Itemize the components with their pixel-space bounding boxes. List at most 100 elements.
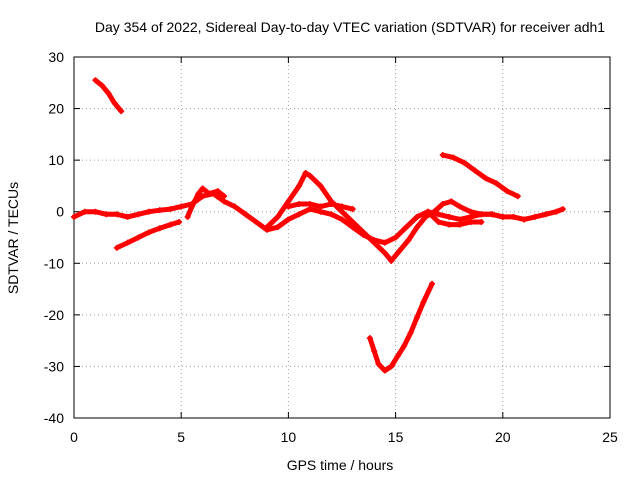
data-point — [274, 224, 281, 231]
series-4 — [263, 170, 395, 264]
data-point — [339, 203, 345, 210]
data-point — [360, 229, 367, 236]
series-9 — [366, 280, 436, 374]
data-point — [285, 203, 292, 210]
series-8 — [439, 151, 521, 200]
data-point — [467, 213, 474, 220]
x-tick-label: 0 — [70, 429, 78, 445]
data-point — [392, 234, 399, 241]
x-tick-label: 5 — [177, 429, 185, 445]
data-point — [253, 219, 260, 226]
series-line — [388, 198, 506, 264]
y-tick-label: 30 — [48, 49, 64, 65]
data-point — [296, 200, 303, 207]
y-tick-label: -40 — [44, 410, 64, 426]
series-0 — [71, 190, 566, 246]
data-point — [448, 198, 455, 205]
data-point — [118, 108, 125, 115]
data-point — [167, 206, 174, 213]
chart-title: Day 354 of 2022, Sidereal Day-to-day VTE… — [95, 19, 605, 35]
y-tick-label: 10 — [48, 152, 64, 168]
series-1 — [92, 77, 125, 115]
data-point — [388, 363, 395, 370]
grid — [74, 57, 610, 418]
data-point — [446, 213, 453, 220]
data-point — [461, 159, 468, 166]
data-point — [199, 185, 206, 192]
data-point — [349, 219, 356, 226]
data-point — [306, 206, 313, 213]
data-point — [388, 257, 395, 264]
y-tick-label: 0 — [56, 204, 64, 220]
data-point — [306, 200, 313, 207]
data-point — [242, 211, 249, 218]
data-point — [446, 221, 453, 228]
data-point — [98, 82, 105, 89]
data-point — [422, 213, 429, 220]
data-point — [456, 216, 463, 223]
data-point — [510, 213, 517, 220]
data-point — [478, 211, 485, 218]
x-axis-label: GPS time / hours — [287, 457, 394, 473]
data-point — [146, 229, 153, 236]
data-point — [195, 190, 202, 197]
data-point — [156, 207, 163, 214]
y-tick-label: 20 — [48, 101, 64, 117]
data-point — [176, 219, 183, 226]
data-point — [306, 172, 313, 179]
series-line — [440, 152, 521, 199]
data-point — [317, 203, 324, 210]
data-point — [381, 367, 388, 374]
data-point — [371, 239, 378, 246]
data-point — [456, 221, 463, 228]
y-tick-label: -30 — [44, 358, 64, 374]
data-point — [296, 211, 303, 218]
series-7 — [424, 208, 485, 228]
data-point — [401, 342, 408, 349]
data-point — [221, 198, 228, 205]
series-line — [264, 170, 394, 264]
data-point — [124, 239, 131, 246]
data-point — [146, 208, 153, 215]
x-tick-label: 20 — [495, 429, 511, 445]
data-point — [274, 213, 281, 220]
data-point — [349, 206, 356, 213]
data-point — [371, 347, 378, 354]
data-point — [167, 221, 174, 228]
data-point — [328, 200, 335, 207]
x-tick-label: 15 — [388, 429, 404, 445]
data-point — [467, 219, 474, 226]
data-point — [339, 216, 345, 223]
data-point — [231, 203, 238, 210]
data-point — [514, 193, 521, 200]
data-point — [285, 198, 292, 205]
data-point — [105, 90, 112, 97]
series-2 — [113, 219, 183, 251]
data-point — [559, 206, 566, 213]
data-point — [71, 213, 77, 220]
data-point — [199, 193, 206, 200]
data-point — [499, 213, 506, 220]
data-point — [493, 180, 500, 187]
data-point — [381, 249, 388, 256]
data-point — [407, 329, 414, 336]
data-point — [184, 213, 191, 220]
y-tick-label: -10 — [44, 255, 64, 271]
data-point — [178, 203, 185, 210]
data-point — [471, 167, 478, 174]
data-point — [431, 208, 438, 215]
y-tick-label: -20 — [44, 307, 64, 323]
data-point — [135, 234, 142, 241]
data-point — [414, 314, 421, 321]
data-point — [439, 200, 446, 207]
data-point — [302, 170, 309, 177]
data-point — [206, 190, 213, 197]
data-point — [435, 211, 442, 218]
data-point — [81, 208, 88, 215]
data-point — [111, 100, 118, 107]
data-point — [113, 211, 120, 218]
data-point — [403, 224, 410, 231]
data-point — [553, 208, 560, 215]
series-3 — [184, 185, 228, 220]
